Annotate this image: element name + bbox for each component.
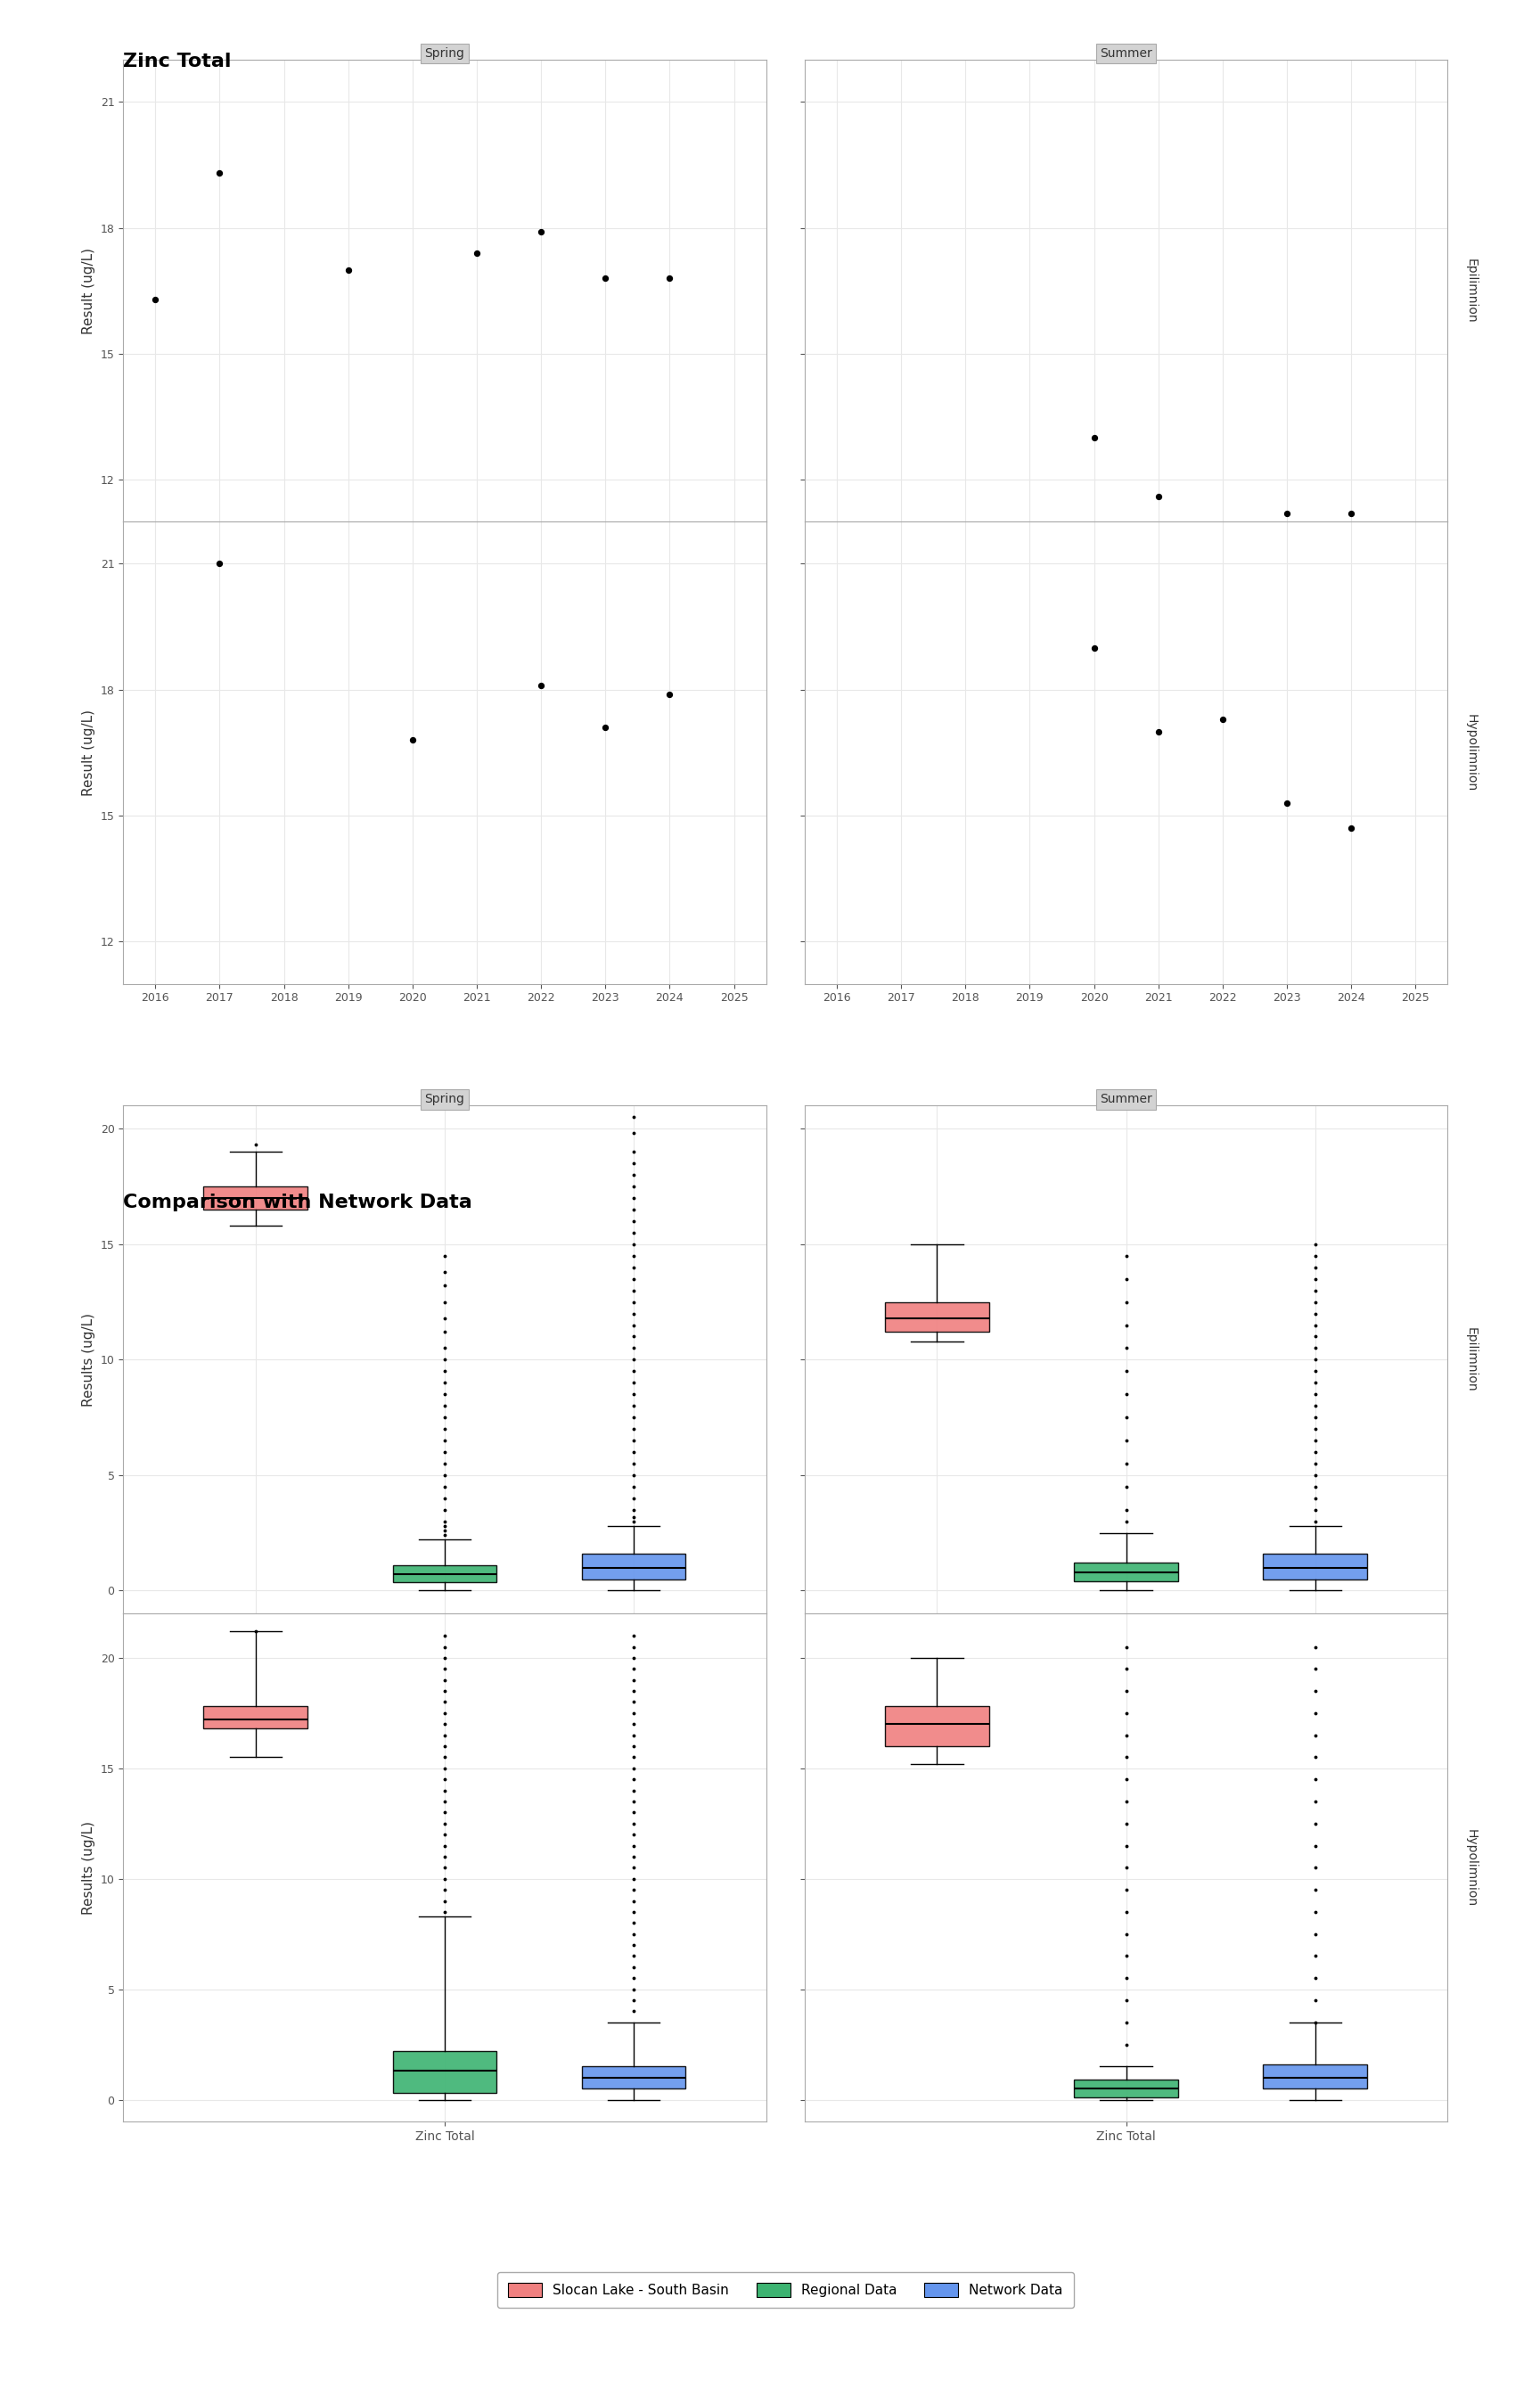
Point [658, 259, 682, 297]
Point [465, 235, 490, 273]
PathPatch shape [582, 1553, 685, 1579]
Point [1081, 419, 1106, 458]
Point [593, 259, 618, 297]
Point [658, 676, 682, 714]
PathPatch shape [203, 1186, 308, 1210]
PathPatch shape [1073, 1562, 1178, 1581]
Point [528, 213, 553, 252]
Title: Spring: Spring [425, 1093, 465, 1105]
Point [1081, 628, 1106, 666]
PathPatch shape [1073, 2080, 1178, 2096]
Y-axis label: Epilimnion: Epilimnion [1465, 259, 1477, 323]
Point [208, 544, 233, 582]
Y-axis label: Results (ug/L): Results (ug/L) [82, 1821, 95, 1914]
Point [1275, 494, 1300, 532]
PathPatch shape [203, 1706, 308, 1728]
Point [143, 280, 168, 319]
Title: Summer: Summer [1100, 1093, 1152, 1105]
Point [593, 709, 618, 748]
PathPatch shape [885, 1301, 989, 1332]
Y-axis label: Hypolimnion: Hypolimnion [1465, 1828, 1477, 1907]
Point [1338, 494, 1363, 532]
Point [1210, 700, 1235, 738]
PathPatch shape [393, 2051, 497, 2094]
Title: Summer: Summer [1100, 48, 1152, 60]
Y-axis label: Result (ug/L): Result (ug/L) [82, 247, 95, 333]
Y-axis label: Epilimnion: Epilimnion [1465, 1327, 1477, 1392]
PathPatch shape [393, 1565, 497, 1581]
PathPatch shape [582, 2068, 685, 2089]
PathPatch shape [1263, 1553, 1368, 1579]
PathPatch shape [1263, 2065, 1368, 2089]
Point [1146, 712, 1170, 750]
PathPatch shape [885, 1706, 989, 1747]
Point [1146, 477, 1170, 515]
Point [1338, 810, 1363, 848]
Legend: Slocan Lake - South Basin, Regional Data, Network Data: Slocan Lake - South Basin, Regional Data… [497, 2271, 1073, 2307]
Y-axis label: Hypolimnion: Hypolimnion [1465, 714, 1477, 791]
Point [1275, 783, 1300, 822]
Point [400, 721, 425, 760]
Text: Zinc Total: Zinc Total [123, 53, 231, 69]
Point [208, 153, 233, 192]
Point [1210, 508, 1235, 546]
Y-axis label: Results (ug/L): Results (ug/L) [82, 1313, 95, 1406]
Point [528, 666, 553, 704]
Text: Comparison with Network Data: Comparison with Network Data [123, 1193, 473, 1210]
Y-axis label: Result (ug/L): Result (ug/L) [82, 709, 95, 795]
Point [336, 252, 360, 290]
Title: Spring: Spring [425, 48, 465, 60]
